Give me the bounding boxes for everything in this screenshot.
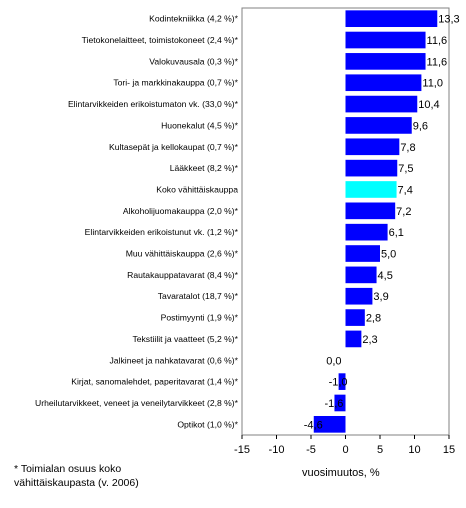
x-axis-ticks: -15 -10 -5 0 5 10 15 (234, 435, 455, 456)
footnote: * Toimialan osuus koko vähittäiskaupasta… (14, 463, 139, 489)
category-label: Optikot (1,0 %)* (177, 419, 238, 429)
bar (338, 373, 346, 390)
bar (345, 159, 398, 177)
x-tick-label: 5 (377, 444, 383, 456)
category-label: Postimyynti (1,9 %)* (161, 313, 239, 323)
category-label: Koko vähittäiskauppa (156, 184, 238, 194)
bar (345, 74, 422, 92)
category-label: Kultasepät ja kellokaupat (0,7 %)* (109, 142, 239, 152)
bar (345, 53, 426, 70)
bar (345, 138, 400, 156)
category-label: Kirjat, sanomalehdet, paperitavarat (1,4… (71, 377, 238, 387)
value-label: 11,6 (427, 35, 448, 47)
value-label: 4,5 (378, 270, 393, 282)
bar (345, 287, 373, 305)
value-label: 10,4 (418, 99, 439, 111)
bar (345, 330, 362, 348)
bar (345, 10, 438, 28)
value-label: 7,5 (398, 163, 413, 175)
value-label: -4,6 (304, 419, 323, 431)
bar (334, 394, 346, 412)
value-label: 7,8 (400, 142, 415, 154)
bar (313, 415, 346, 433)
value-label: 11,6 (427, 56, 448, 68)
x-axis-label: vuosimuutos, % (302, 467, 380, 479)
bar (345, 95, 418, 113)
category-label: Tietokonelaitteet, toimistokoneet (2,4 %… (82, 35, 239, 45)
category-label: Urheilutarvikkeet, veneet ja veneilytarv… (35, 398, 239, 408)
bar (345, 117, 412, 134)
value-label: -1,0 (329, 377, 348, 389)
plot-frame (241, 7, 450, 436)
value-labels: 13,3 11,6 11,6 11,0 10,4 9,6 7,8 7,5 7,4 7,2 6,1 5,… (304, 14, 460, 432)
x-tick-label: 0 (342, 444, 348, 456)
bar (345, 309, 365, 326)
value-label: 7,2 (396, 206, 411, 218)
x-tick-label: -15 (234, 444, 250, 456)
value-label: 7,4 (398, 184, 413, 196)
bar (345, 202, 396, 220)
category-labels: Kodintekniikka (4,2 %)* Tietokonelaitteet… (35, 14, 239, 430)
value-label: 2,3 (362, 334, 377, 346)
value-label: 13,3 (438, 14, 459, 26)
category-label: Elintarvikkeiden erikoistunut vk. (1,2 %… (85, 227, 239, 237)
category-label: Tori- ja markkinakauppa (0,7 %)* (113, 78, 238, 88)
bar (345, 181, 397, 198)
category-label: Rautakauppatavarat (8,4 %)* (127, 270, 238, 280)
value-label: 11,0 (422, 78, 443, 90)
value-label: 9,6 (413, 120, 428, 132)
x-tick-label: 10 (408, 444, 420, 456)
category-label: Tavaratalot (18,7 %)* (158, 291, 239, 301)
category-label: Jalkineet ja nahkatavarat (0,6 %)* (110, 355, 239, 365)
value-label: 0,0 (326, 355, 341, 367)
category-label: Lääkkeet (8,2 %)* (170, 163, 239, 173)
category-label: Kodintekniikka (4,2 %)* (149, 14, 239, 24)
value-label: -1,6 (324, 398, 343, 410)
plot-border (241, 7, 450, 436)
bar (345, 31, 426, 49)
category-label: Valokuvausala (0,3 %)* (149, 56, 238, 66)
x-tick-label: -10 (269, 444, 285, 456)
x-tick-label: 15 (443, 444, 455, 456)
category-label: Huonekalut (4,5 %)* (161, 120, 239, 130)
value-label: 3,9 (373, 291, 388, 303)
value-label: 2,8 (366, 313, 381, 325)
value-label: 5,0 (381, 249, 396, 261)
bar (345, 245, 380, 262)
category-label: Muu vähittäiskauppa (2,6 %)* (126, 249, 239, 259)
value-label: 6,1 (389, 227, 404, 239)
bars (313, 10, 438, 433)
category-label: Alkoholijuomakauppa (2,0 %)* (123, 206, 239, 216)
category-label: Tekstiilit ja vaatteet (5,2 %)* (132, 334, 238, 344)
bar (345, 266, 377, 284)
bar (345, 223, 388, 241)
x-tick-label: -5 (306, 444, 316, 456)
category-label: Elintarvikkeiden erikoistumaton vk. (33,… (68, 99, 239, 109)
